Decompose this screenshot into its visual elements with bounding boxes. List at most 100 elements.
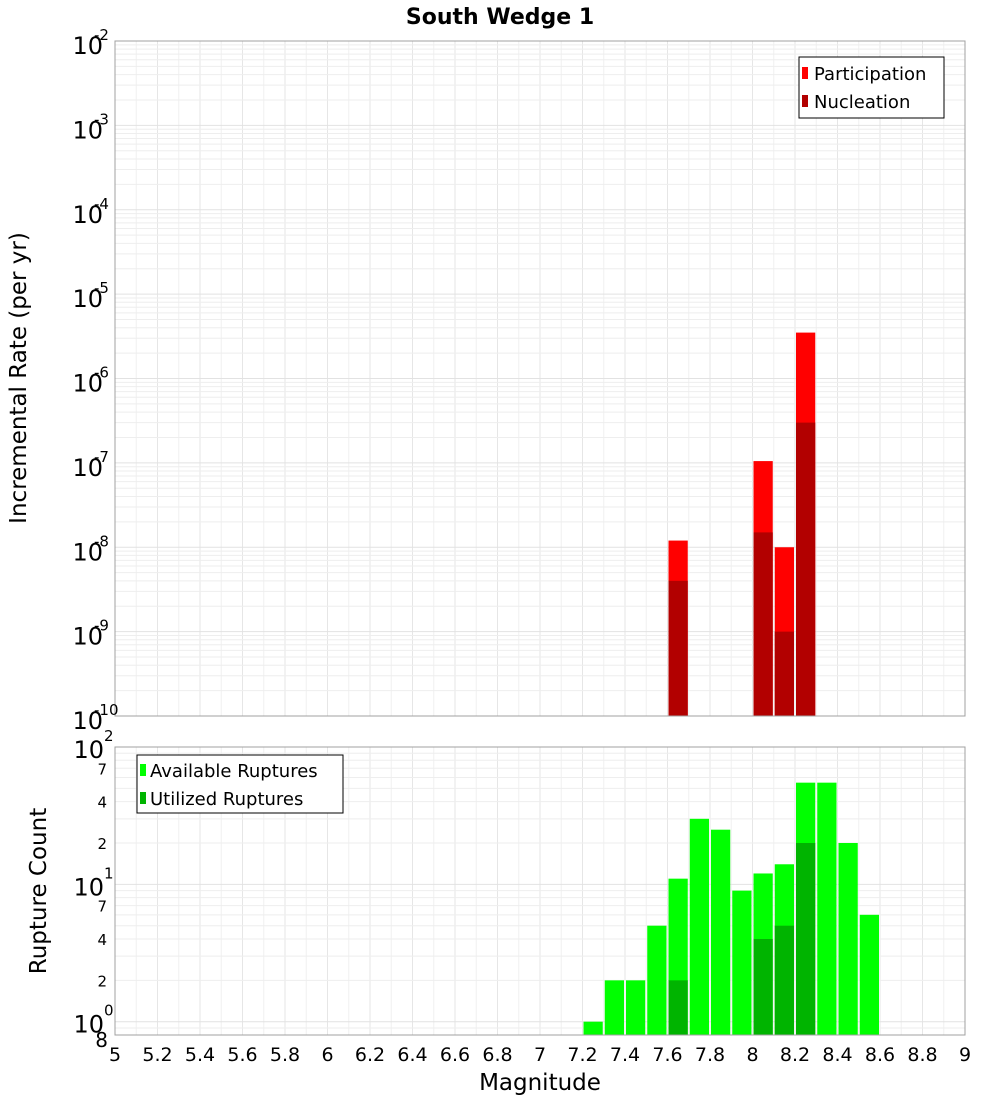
count-y-tick-label: 100	[73, 1002, 113, 1039]
x-tick-label: 5.4	[185, 1044, 215, 1066]
rate-y-tick-exp: -9	[94, 617, 109, 635]
count-legend-swatch	[140, 764, 146, 776]
count-legend: Available Ruptures Utilized Ruptures	[136, 754, 344, 814]
count-bar-available-ruptures	[604, 980, 624, 1035]
count-y-minor-tick: 7	[97, 760, 107, 778]
x-tick-label: 7.4	[610, 1044, 640, 1066]
count-y-minor-tick: 4	[97, 794, 107, 812]
x-tick-label: 6	[321, 1044, 333, 1066]
x-tick-label: 6.2	[355, 1044, 385, 1066]
x-tick-label: 5.8	[270, 1044, 300, 1066]
rate-y-tick-base: 10	[72, 285, 103, 313]
rate-y-tick-base: 10	[72, 623, 103, 651]
count-legend-label: Available Ruptures	[150, 761, 318, 782]
x-tick-label: 6.8	[482, 1044, 512, 1066]
x-tick-label: 5.2	[142, 1044, 172, 1066]
rate-grid	[114, 40, 966, 717]
rate-y-tick-label: 10-4	[72, 195, 109, 229]
count-y-minor-tick: 7	[97, 898, 107, 916]
count-y-tick-base: 10	[73, 736, 104, 764]
chart-title: South Wedge 1	[406, 5, 594, 30]
count-bar-utilized-ruptures	[668, 980, 688, 1035]
rate-y-tick-label: 10-3	[72, 110, 109, 144]
count-y-minor-tick: 8	[95, 1028, 108, 1052]
count-y-tick-exp: 1	[104, 864, 114, 882]
rate-y-tick-base: 10	[72, 370, 103, 398]
rate-plot-frame	[114, 40, 966, 717]
rate-legend-label: Nucleation	[814, 92, 910, 113]
count-legend-box	[136, 754, 344, 814]
rate-y-tick-exp: -2	[94, 26, 109, 44]
count-bar-available-ruptures	[732, 890, 752, 1035]
rate-bar-nucleation	[796, 422, 816, 716]
rate-y-tick-exp: -6	[94, 364, 109, 382]
rate-y-axis-title: Incremental Rate (per yr)	[6, 232, 32, 524]
count-legend-label: Utilized Ruptures	[150, 789, 303, 810]
x-tick-label: 7	[534, 1044, 546, 1066]
rate-legend-box	[798, 56, 945, 119]
count-y-minor-tick: 2	[97, 835, 107, 853]
count-y-tick-label: 10 1	[73, 864, 113, 901]
count-plot-frame	[114, 746, 966, 1036]
x-tick-label: 8.2	[780, 1044, 810, 1066]
x-tick-label: 5.6	[227, 1044, 257, 1066]
count-bar-available-ruptures	[817, 782, 837, 1035]
x-tick-label: 5	[109, 1044, 121, 1066]
count-y-tick-exp: 2	[104, 727, 114, 745]
count-bar-available-ruptures	[647, 925, 667, 1035]
rate-y-tick-base: 10	[72, 454, 103, 482]
count-bars	[583, 782, 879, 1035]
rate-y-tick-exp: -7	[94, 448, 109, 466]
rate-y-tick-exp: -8	[94, 532, 109, 550]
rate-y-tick-base: 10	[72, 32, 103, 60]
rate-y-tick-exp: -4	[94, 195, 109, 213]
rate-y-tick-label: 10-10	[72, 701, 118, 735]
rate-bars	[668, 332, 816, 716]
rate-legend: Participation Nucleation	[798, 56, 945, 119]
count-bar-available-ruptures	[859, 914, 879, 1035]
count-legend-swatch	[140, 792, 146, 804]
count-bar-available-ruptures	[689, 818, 709, 1035]
x-tick-label: 8	[746, 1044, 758, 1066]
rate-y-tick-base: 10	[72, 707, 103, 735]
count-y-tick-base: 10	[73, 1011, 104, 1039]
count-y-tick-label: 10 2	[73, 727, 113, 764]
x-tick-label: 8.4	[822, 1044, 852, 1066]
x-tick-label: 9	[959, 1044, 971, 1066]
rate-y-tick-exp: -10	[94, 701, 119, 719]
count-bar-available-ruptures	[838, 843, 858, 1035]
rate-legend-swatch	[802, 67, 808, 79]
x-tick-label: 6.4	[397, 1044, 427, 1066]
count-bar-available-ruptures	[711, 829, 731, 1035]
rate-bar-nucleation	[753, 532, 773, 716]
x-tick-label: 7.2	[567, 1044, 597, 1066]
count-bar-utilized-ruptures	[753, 939, 773, 1035]
rate-bar-nucleation	[774, 631, 794, 716]
count-bar-utilized-ruptures	[796, 843, 816, 1035]
count-bar-available-ruptures	[626, 980, 646, 1035]
count-y-tick-exp: 0	[104, 1002, 114, 1020]
rate-y-tick-label: 10-9	[72, 617, 109, 651]
rate-y-tick-base: 10	[72, 201, 103, 229]
count-y-minor-tick: 2	[97, 972, 107, 990]
rate-y-tick-label: 10-5	[72, 279, 109, 313]
rate-y-tick-base: 10	[72, 538, 103, 566]
rate-bar-nucleation	[668, 580, 688, 716]
count-y-axis-title: Rupture Count	[26, 808, 52, 974]
x-axis-title: Magnitude	[479, 1070, 601, 1096]
count-y-minor-tick: 4	[97, 931, 107, 949]
x-tick-label: 8.6	[865, 1044, 895, 1066]
x-tick-label: 6.6	[440, 1044, 470, 1066]
count-bar-utilized-ruptures	[774, 925, 794, 1035]
rate-y-tick-base: 10	[72, 116, 103, 144]
x-tick-label: 7.8	[695, 1044, 725, 1066]
count-bar-available-ruptures	[583, 1021, 603, 1035]
rate-y-tick-label: 10-7	[72, 448, 109, 482]
count-y-tick-base: 10	[73, 873, 104, 901]
rate-y-tick-exp: -3	[94, 110, 109, 128]
rate-legend-label: Participation	[814, 64, 926, 85]
rate-legend-swatch	[802, 95, 808, 107]
x-tick-label: 7.6	[652, 1044, 682, 1066]
